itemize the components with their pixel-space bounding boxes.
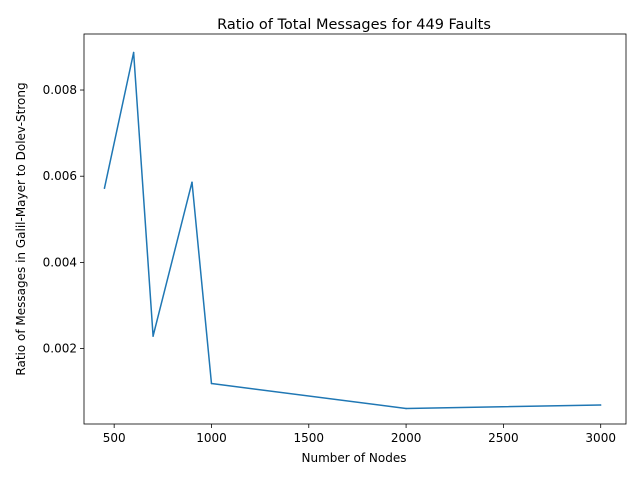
plot-frame	[83, 33, 627, 425]
series-layer	[103, 51, 602, 410]
y-tick-label: 0.002	[43, 342, 77, 356]
y-tick-label: 0.008	[43, 83, 77, 97]
data-point	[132, 51, 135, 54]
x-axis-label: Number of Nodes	[302, 451, 407, 465]
y-tick-label: 0.004	[43, 255, 77, 269]
data-point	[405, 407, 407, 410]
y-axis-label: Ratio of Messages in Galil-Mayer to Dole…	[14, 82, 28, 375]
x-axis-ticks: 500 1000 1500 2000 2500 3000	[103, 424, 616, 445]
x-tick-label: 2000	[391, 431, 422, 445]
data-point	[152, 335, 154, 337]
data-point	[210, 382, 213, 385]
x-tick-label: 1000	[196, 431, 227, 445]
x-tick-label: 3000	[585, 431, 616, 445]
y-axis-ticks: 0.002 0.004 0.006 0.008	[43, 83, 84, 356]
chart-title: Ratio of Total Messages for 449 Faults	[217, 17, 491, 33]
data-point	[103, 187, 106, 190]
x-tick-label: 500	[103, 431, 126, 445]
data-point	[599, 404, 602, 406]
y-tick-label: 0.006	[43, 169, 77, 183]
x-tick-label: 2500	[488, 431, 519, 445]
data-point	[191, 181, 193, 183]
x-tick-label: 1500	[294, 431, 325, 445]
